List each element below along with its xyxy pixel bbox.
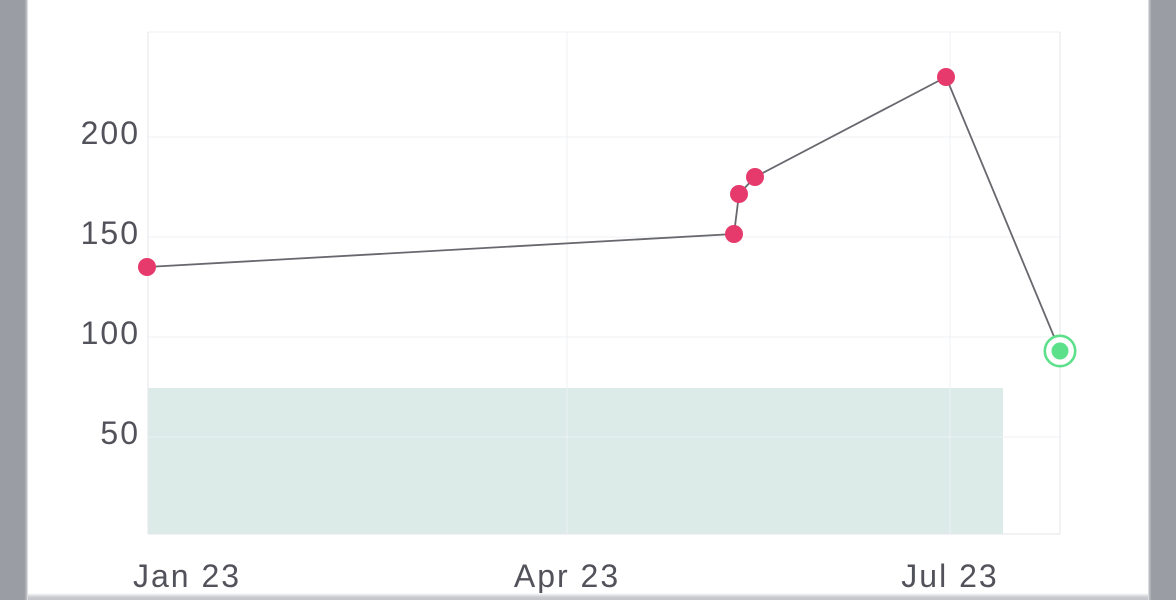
svg-text:Jul 23: Jul 23 [901,558,998,594]
svg-text:150: 150 [81,215,140,251]
svg-text:100: 100 [81,315,140,351]
svg-text:Jan 23: Jan 23 [133,558,241,594]
svg-text:Apr 23: Apr 23 [514,558,620,594]
svg-text:50: 50 [100,415,140,451]
svg-text:200: 200 [81,115,140,151]
